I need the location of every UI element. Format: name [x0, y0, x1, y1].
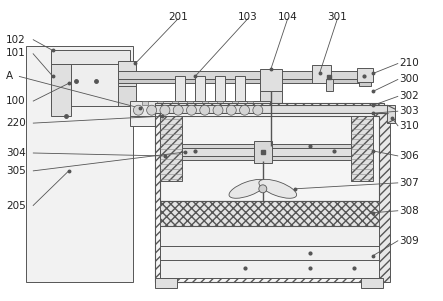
Bar	[142, 101, 148, 105]
Bar	[182, 156, 351, 160]
Text: 301: 301	[327, 12, 347, 22]
Bar	[358, 68, 373, 82]
Bar	[254, 141, 272, 163]
Text: 300: 300	[399, 74, 419, 84]
Text: 102: 102	[6, 35, 26, 45]
Bar	[235, 76, 245, 146]
Bar	[160, 201, 379, 226]
Text: 210: 210	[399, 58, 419, 68]
Bar	[118, 79, 362, 83]
Bar	[160, 116, 182, 181]
Text: 201: 201	[168, 12, 188, 22]
Bar	[351, 116, 373, 181]
Bar	[311, 65, 331, 83]
Text: 304: 304	[6, 148, 26, 158]
Bar	[130, 101, 270, 116]
Bar	[155, 103, 384, 282]
Bar	[260, 69, 282, 91]
Text: 103: 103	[238, 12, 258, 22]
Bar	[187, 101, 193, 105]
Bar	[155, 278, 177, 288]
Text: 307: 307	[399, 178, 419, 188]
Ellipse shape	[259, 179, 297, 198]
Circle shape	[253, 105, 263, 115]
Bar	[172, 101, 178, 105]
Circle shape	[173, 105, 183, 115]
Bar	[51, 64, 130, 106]
Circle shape	[213, 105, 223, 115]
Bar	[359, 82, 371, 86]
Bar	[215, 76, 225, 146]
Circle shape	[240, 105, 249, 115]
Bar	[118, 86, 136, 106]
Circle shape	[200, 105, 210, 115]
Text: 205: 205	[6, 201, 26, 211]
Bar	[195, 76, 205, 146]
Bar	[361, 278, 383, 288]
Bar	[182, 148, 351, 156]
Text: 104: 104	[278, 12, 298, 22]
Bar	[155, 105, 388, 113]
Bar	[160, 116, 379, 201]
Text: 220: 220	[6, 118, 26, 128]
Text: 303: 303	[399, 106, 419, 116]
Circle shape	[187, 105, 196, 115]
Bar	[202, 101, 208, 105]
Bar	[374, 105, 390, 282]
Bar	[26, 46, 133, 282]
Bar	[160, 226, 379, 278]
Text: 310: 310	[399, 121, 419, 131]
Circle shape	[160, 105, 170, 115]
Bar	[270, 106, 350, 126]
Bar	[182, 144, 351, 148]
Text: 309: 309	[399, 236, 419, 246]
Circle shape	[259, 185, 267, 193]
Text: 101: 101	[6, 48, 26, 58]
Bar	[232, 101, 238, 105]
Bar	[387, 105, 395, 123]
Text: 305: 305	[6, 166, 26, 176]
Bar	[160, 107, 379, 278]
Text: 302: 302	[399, 91, 419, 101]
Bar	[118, 61, 136, 86]
Bar	[217, 101, 223, 105]
Text: 308: 308	[399, 206, 419, 216]
Bar	[247, 101, 253, 105]
Text: 306: 306	[399, 151, 419, 161]
Ellipse shape	[229, 179, 267, 198]
Circle shape	[133, 105, 144, 115]
Circle shape	[226, 105, 236, 115]
Bar	[326, 79, 334, 91]
Bar	[51, 51, 130, 64]
Bar	[157, 101, 163, 105]
Circle shape	[147, 105, 157, 115]
Text: A: A	[6, 71, 13, 81]
Bar	[118, 71, 362, 79]
Text: 100: 100	[6, 96, 26, 106]
Bar	[175, 76, 185, 146]
Bar	[51, 64, 71, 116]
Bar	[260, 91, 282, 106]
Bar	[130, 116, 270, 126]
